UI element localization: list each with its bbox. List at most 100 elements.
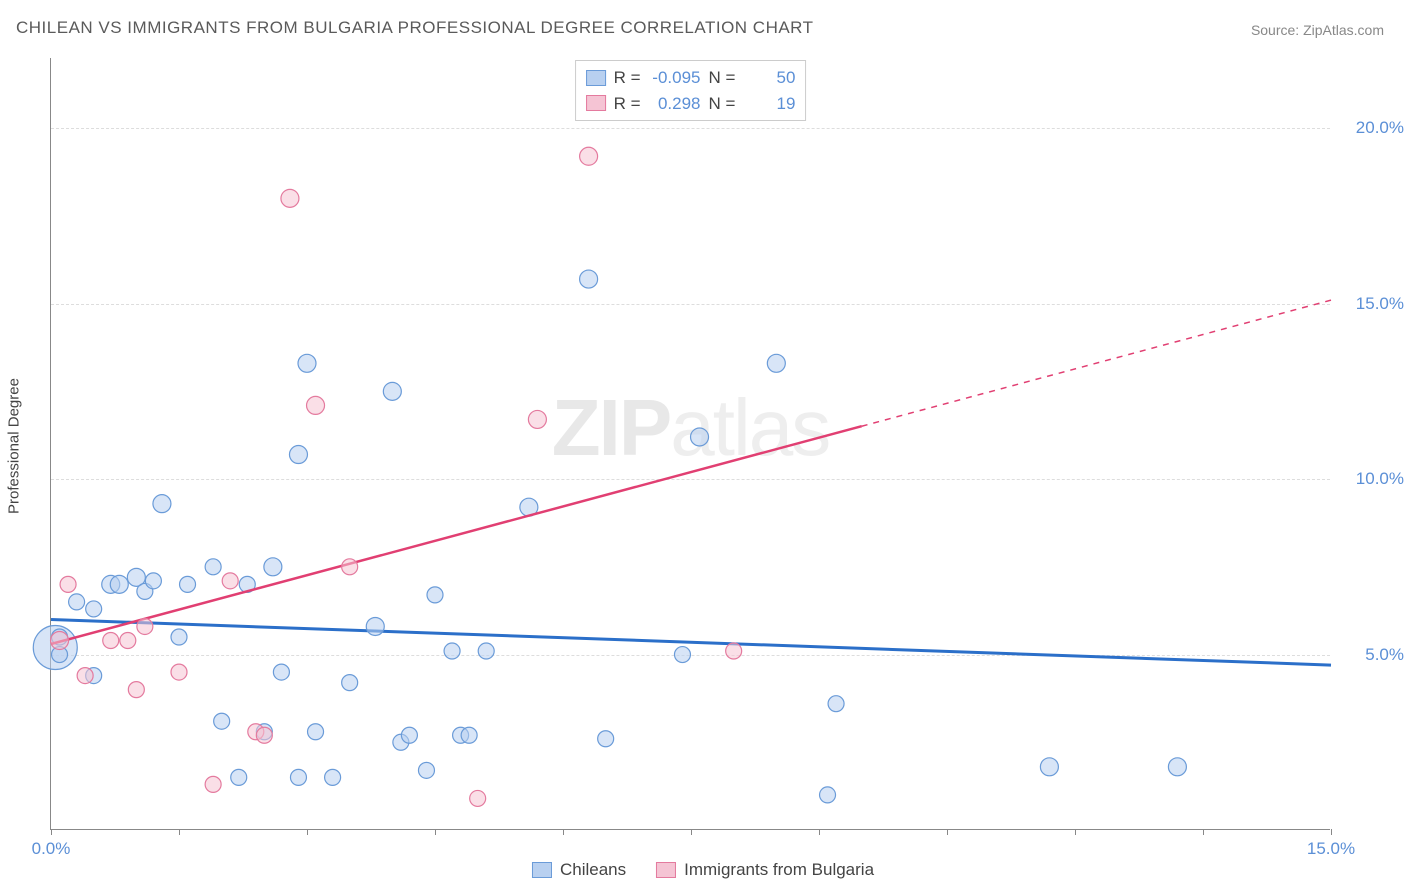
regression-line-1 [51,426,862,644]
swatch-bulgaria [586,95,606,111]
data-point [528,410,546,428]
data-point [674,647,690,663]
data-point [820,787,836,803]
data-point [171,664,187,680]
legend-label-chileans: Chileans [560,860,626,880]
source-attribution: Source: ZipAtlas.com [1251,22,1384,38]
data-point [110,575,128,593]
data-point [580,270,598,288]
r-label: R = [614,91,641,117]
data-point [145,573,161,589]
legend-item-chileans: Chileans [532,860,626,880]
data-point [214,713,230,729]
x-tick [1331,829,1332,835]
data-point [205,776,221,792]
n-value-bulgaria: 19 [743,91,795,117]
data-point [69,594,85,610]
data-point [137,618,153,634]
data-point [418,762,434,778]
n-label: N = [709,91,736,117]
data-point [461,727,477,743]
x-tick [307,829,308,835]
chart-title: CHILEAN VS IMMIGRANTS FROM BULGARIA PROF… [16,18,814,38]
plot-area: ZIPatlas 5.0%10.0%15.0%20.0% 0.0%15.0% R… [50,58,1330,830]
data-point [298,354,316,372]
data-point [264,558,282,576]
data-point [580,147,598,165]
x-tick-label: 0.0% [32,839,71,859]
data-point [470,790,486,806]
legend-item-bulgaria: Immigrants from Bulgaria [656,860,874,880]
data-point [153,495,171,513]
data-point [120,633,136,649]
x-tick [947,829,948,835]
data-point [290,769,306,785]
data-point [180,576,196,592]
r-value-bulgaria: 0.298 [649,91,701,117]
data-point [828,696,844,712]
n-label: N = [709,65,736,91]
legend-label-bulgaria: Immigrants from Bulgaria [684,860,874,880]
data-point [256,727,272,743]
y-tick-label: 15.0% [1356,294,1404,314]
data-point [222,573,238,589]
x-tick [563,829,564,835]
data-point [307,396,325,414]
stats-row-bulgaria: R = 0.298 N = 19 [586,91,796,117]
data-point [691,428,709,446]
data-point [478,643,494,659]
data-point [598,731,614,747]
data-point [281,189,299,207]
data-point [342,559,358,575]
y-tick-label: 10.0% [1356,469,1404,489]
data-point [1168,758,1186,776]
r-value-chileans: -0.095 [649,65,701,91]
regression-line-dashed-1 [862,300,1331,426]
x-tick-label: 15.0% [1307,839,1355,859]
source-label: Source: [1251,22,1303,38]
source-value: ZipAtlas.com [1303,22,1384,38]
data-point [60,576,76,592]
stats-legend: R = -0.095 N = 50 R = 0.298 N = 19 [575,60,807,121]
data-point [383,382,401,400]
data-point [273,664,289,680]
data-point [308,724,324,740]
stats-row-chileans: R = -0.095 N = 50 [586,65,796,91]
data-point [128,682,144,698]
x-tick [435,829,436,835]
y-tick-label: 20.0% [1356,118,1404,138]
data-point [231,769,247,785]
chart-container: CHILEAN VS IMMIGRANTS FROM BULGARIA PROF… [0,0,1406,892]
swatch-chileans [586,70,606,86]
data-point [86,601,102,617]
data-point [366,617,384,635]
x-tick [819,829,820,835]
data-point [205,559,221,575]
regression-line-0 [51,619,1331,665]
x-tick [1203,829,1204,835]
n-value-chileans: 50 [743,65,795,91]
x-tick [179,829,180,835]
data-point [444,643,460,659]
x-tick [51,829,52,835]
data-point [1040,758,1058,776]
data-point [325,769,341,785]
data-point [726,643,742,659]
data-point [342,675,358,691]
x-tick [1075,829,1076,835]
legend-swatch-bulgaria [656,862,676,878]
y-tick-label: 5.0% [1365,645,1404,665]
data-point [401,727,417,743]
data-point [427,587,443,603]
x-tick [691,829,692,835]
data-point [51,632,69,650]
y-axis-title: Professional Degree [6,378,23,514]
data-point [289,446,307,464]
legend-swatch-chileans [532,862,552,878]
data-point [767,354,785,372]
bottom-legend: Chileans Immigrants from Bulgaria [532,860,874,880]
r-label: R = [614,65,641,91]
data-point [171,629,187,645]
chart-svg [51,58,1330,829]
data-point [77,668,93,684]
